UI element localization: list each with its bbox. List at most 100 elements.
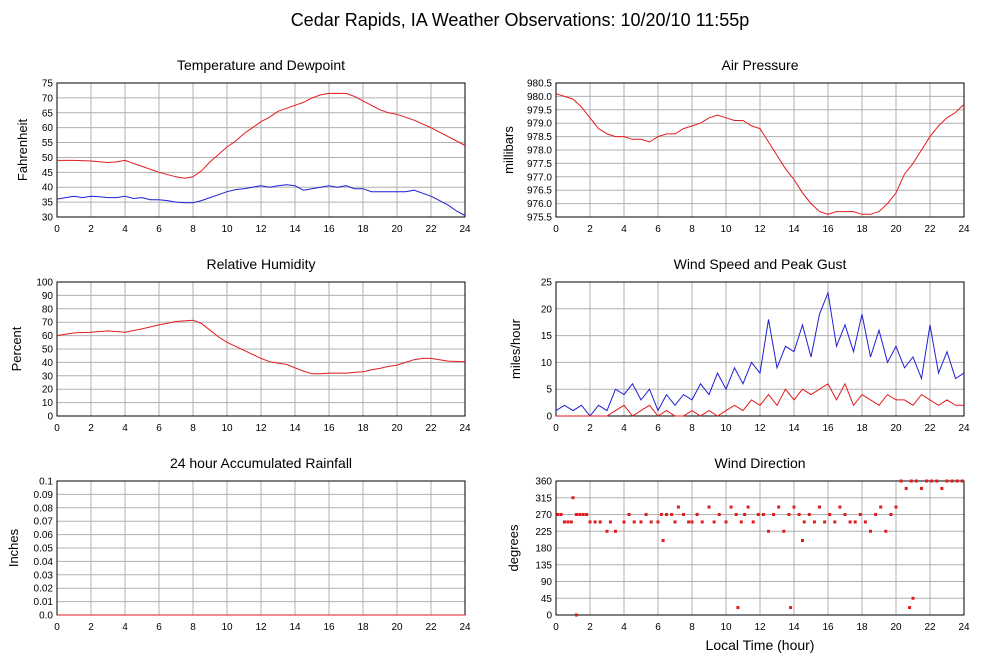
data-point xyxy=(608,520,612,524)
data-point xyxy=(925,479,929,483)
x-tick-label: 18 xyxy=(357,423,369,434)
y-axis-label: Inches xyxy=(6,528,21,567)
data-point xyxy=(559,513,563,516)
plot-frame xyxy=(56,281,466,417)
data-point xyxy=(665,513,668,516)
y-tick-label: 225 xyxy=(535,527,552,538)
chart-pressure: Air Pressure millibars 975.5 976.0 976.5 977.… xyxy=(501,57,970,235)
y-tick-label: 979.0 xyxy=(527,119,552,130)
data-point xyxy=(656,520,660,524)
chart-rain: 24 hour Accumulated Rainfall Inches 0.0 0.0… xyxy=(6,455,471,633)
data-point xyxy=(756,513,760,516)
y-tick-label: 25 xyxy=(541,278,553,289)
x-tick-label: 4 xyxy=(621,423,627,434)
data-point xyxy=(911,596,915,600)
x-tick-label: 18 xyxy=(856,224,868,235)
y-tick-label: 978.5 xyxy=(527,132,552,143)
chart-temp: Temperature and DewpointFahrenheit303540… xyxy=(15,57,471,235)
data-point xyxy=(743,513,747,516)
y-tick-label: 977.0 xyxy=(527,172,552,183)
y-tick-label: 976.5 xyxy=(527,186,552,197)
y-tick-label: 90 xyxy=(541,577,553,588)
y-tick-label: 270 xyxy=(535,510,552,521)
y-tick-label: 60 xyxy=(42,123,54,134)
y-tick-label: 135 xyxy=(535,560,552,571)
series-line-0 xyxy=(555,290,965,417)
data-point xyxy=(700,520,704,524)
x-tick-label: 12 xyxy=(255,622,267,633)
x-tick-label: 8 xyxy=(190,224,196,235)
data-point xyxy=(739,520,743,524)
x-tick-label: 14 xyxy=(289,423,301,434)
data-point xyxy=(644,513,648,516)
series-line-0 xyxy=(555,93,965,215)
x-tick-label: 12 xyxy=(754,224,766,235)
x-tick-label: 6 xyxy=(655,622,661,633)
data-point xyxy=(940,486,944,490)
x-tick-label: 10 xyxy=(221,423,233,434)
data-point xyxy=(869,529,872,533)
data-point xyxy=(802,520,806,524)
y-tick-label: 315 xyxy=(535,493,552,504)
y-axis-label: millibars xyxy=(501,126,516,174)
data-point xyxy=(853,520,857,524)
y-tick-label: 0.09 xyxy=(34,490,54,501)
x-tick-label: 0 xyxy=(54,224,60,235)
data-point xyxy=(707,505,711,509)
data-point xyxy=(807,513,811,516)
y-tick-label: 0 xyxy=(546,412,552,423)
data-point xyxy=(649,520,653,524)
data-point xyxy=(690,520,694,524)
plot-frame xyxy=(555,480,965,616)
y-tick-label: 180 xyxy=(535,544,552,555)
data-point xyxy=(556,513,560,516)
data-point xyxy=(801,539,804,543)
data-point xyxy=(598,520,602,524)
series-line-1 xyxy=(56,184,466,216)
y-tick-label: 45 xyxy=(541,594,553,605)
y-tick-label: 975.5 xyxy=(527,213,552,224)
y-axis-label: Fahrenheit xyxy=(15,119,30,182)
data-point xyxy=(585,513,589,516)
y-tick-label: 20 xyxy=(541,304,553,315)
y-tick-label: 0.06 xyxy=(34,530,54,541)
page-title: Cedar Rapids, IA Weather Observations: 1… xyxy=(291,10,750,30)
y-tick-label: 15 xyxy=(541,331,553,342)
x-tick-label: 4 xyxy=(621,224,627,235)
data-point xyxy=(858,513,862,516)
data-point xyxy=(899,479,903,483)
x-tick-label: 16 xyxy=(822,622,834,633)
x-tick-label: 8 xyxy=(689,423,695,434)
x-tick-label: 16 xyxy=(822,224,834,235)
chart-title: Air Pressure xyxy=(721,57,798,73)
x-tick-label: 24 xyxy=(958,224,970,235)
data-point xyxy=(787,513,791,516)
x-tick-label: 2 xyxy=(88,423,94,434)
data-point xyxy=(904,486,908,490)
data-point xyxy=(639,520,643,524)
x-tick-label: 4 xyxy=(621,622,627,633)
y-axis-label: Percent xyxy=(9,326,24,371)
x-tick-label: 12 xyxy=(754,622,766,633)
y-tick-label: 75 xyxy=(42,79,54,90)
y-tick-label: 0 xyxy=(546,611,552,622)
data-point xyxy=(797,513,801,516)
data-point xyxy=(848,520,852,524)
data-point xyxy=(588,520,592,524)
data-point xyxy=(777,505,781,509)
y-tick-label: 0.02 xyxy=(34,584,54,595)
y-tick-label: 0.08 xyxy=(34,503,54,514)
data-point xyxy=(950,479,954,483)
data-point xyxy=(874,513,878,516)
x-tick-label: 16 xyxy=(822,423,834,434)
x-tick-label: 16 xyxy=(323,224,335,235)
data-point xyxy=(833,520,837,524)
y-tick-label: 0.03 xyxy=(34,570,54,581)
y-tick-label: 979.5 xyxy=(527,105,552,116)
x-tick-label: 0 xyxy=(553,423,559,434)
data-point xyxy=(563,520,566,524)
data-point xyxy=(627,513,631,516)
x-tick-label: 0 xyxy=(553,622,559,633)
data-point xyxy=(729,505,733,509)
